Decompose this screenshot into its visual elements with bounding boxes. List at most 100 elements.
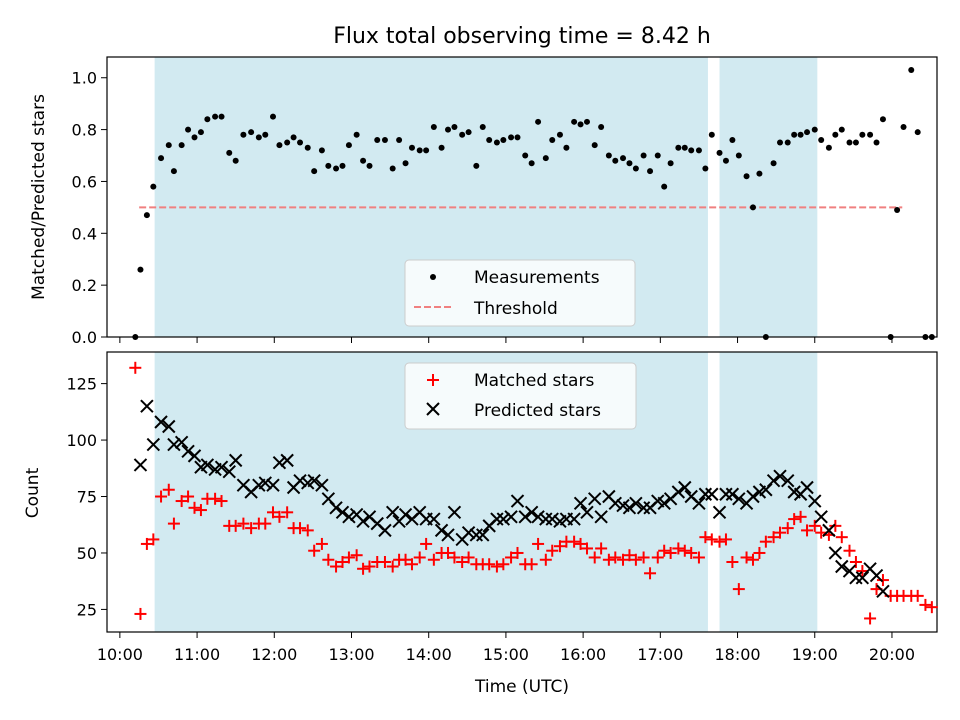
matched-star-point [919, 598, 932, 611]
predicted-star-point [629, 496, 643, 510]
cross-stroke-b [518, 510, 532, 524]
matched-star-point [925, 601, 938, 614]
measurement-point [535, 118, 542, 125]
matched-star-point [363, 560, 376, 573]
measurement-point [212, 113, 219, 120]
measurement-point [304, 144, 311, 151]
cross-stroke-b [608, 496, 623, 510]
cross-stroke-b [510, 494, 525, 508]
matched-star-point [651, 551, 664, 564]
predicted-star-point [822, 523, 836, 538]
measurement-point [612, 157, 619, 164]
matched-star-point [658, 544, 671, 557]
predicted-star-point [876, 584, 890, 599]
cross-stroke-b [719, 487, 733, 501]
cross-stroke-b [587, 492, 602, 506]
measurement-point [528, 160, 535, 167]
matched-star-point [617, 553, 630, 566]
cross-stroke-b [692, 496, 706, 510]
predicted-star-point [636, 501, 651, 515]
measurement-point [894, 206, 901, 213]
predicted-star-point [490, 512, 504, 526]
cross-stroke-b [181, 444, 195, 459]
matched-star-point [532, 537, 545, 550]
matched-star-point [448, 551, 461, 564]
cross-stroke-b [321, 492, 336, 506]
predicted-star-point [814, 510, 828, 524]
cross-stroke-b [398, 507, 413, 522]
predicted-star-point [434, 523, 449, 538]
cross-stroke-b [732, 492, 746, 506]
measurement-point [556, 131, 563, 138]
predicted-star-point [307, 474, 321, 488]
cross-stroke-b [266, 478, 280, 492]
measurement-point [818, 136, 825, 143]
x-tick-label: 19:00 [792, 645, 838, 664]
predicted-star-point [335, 505, 350, 520]
matched-star-point [753, 546, 766, 559]
measurement-point [873, 139, 880, 146]
top-y-tick-label: 0.0 [72, 328, 97, 347]
measurement-point [290, 134, 297, 141]
measurement-point [522, 152, 529, 159]
measurement-point [438, 144, 445, 151]
matched-star-point [294, 522, 307, 535]
predicted-star-point [385, 505, 400, 520]
matched-star-point [209, 492, 222, 505]
x-tick-label: 18:00 [714, 645, 760, 664]
matched-star-point [456, 556, 469, 568]
matched-star-point [462, 551, 475, 564]
matched-star-point [774, 526, 787, 539]
matched-star-point [129, 361, 142, 374]
matched-star-point [705, 533, 718, 546]
legend-threshold-label: Threshold [473, 299, 558, 319]
measurement-point [756, 170, 763, 177]
measurement-point [867, 131, 874, 138]
measurement-point [640, 152, 647, 159]
cross-stroke-b [146, 437, 161, 452]
predicted-star-point [174, 435, 189, 450]
predicted-star-point [272, 455, 287, 470]
measurement-point [284, 139, 291, 146]
matched-star-point [140, 537, 153, 550]
x-tick-label: 11:00 [174, 645, 220, 664]
cross-stroke-b [236, 478, 251, 492]
matched-star-point [427, 553, 440, 566]
cross-stroke-b [822, 523, 836, 538]
measurement-point [735, 152, 742, 159]
predicted-star-point [266, 478, 280, 492]
x-tick-label: 13:00 [328, 645, 374, 664]
matched-star-point [322, 553, 335, 566]
cross-stroke-b [773, 469, 787, 483]
cross-stroke-b [814, 510, 828, 524]
matched-star-point [155, 490, 168, 503]
matched-star-point [644, 567, 657, 580]
cross-stroke-b [496, 512, 511, 526]
predicted-star-point [531, 510, 545, 524]
cross-stroke-b [214, 460, 229, 474]
measurement-point [459, 131, 466, 138]
x-axis-label: Time (UTC) [474, 677, 569, 697]
cross-stroke-b [580, 505, 594, 520]
measurement-point [825, 144, 832, 151]
measurement-point [708, 131, 715, 138]
cross-stroke-b [370, 516, 384, 531]
x-tick-label: 12:00 [251, 645, 297, 664]
measurement-point [297, 139, 304, 146]
bottom-y-axis-label: Count [23, 467, 43, 518]
cross-stroke-b [705, 487, 719, 501]
predicted-star-point [441, 528, 455, 542]
matched-star-point [843, 544, 856, 557]
matched-star-point [505, 551, 518, 564]
measurement-point [381, 136, 388, 143]
predicted-star-point [781, 474, 795, 488]
predicted-star-point [162, 419, 176, 434]
bottom-legend: Matched stars Predicted stars [404, 362, 637, 430]
predicted-star-point [378, 523, 392, 538]
cross-stroke-b [524, 505, 539, 520]
predicted-star-point [140, 399, 154, 413]
cross-stroke-b [349, 507, 364, 522]
matched-star-point [672, 542, 685, 555]
matched-star-point [835, 531, 848, 544]
predicted-star-point [181, 444, 195, 459]
